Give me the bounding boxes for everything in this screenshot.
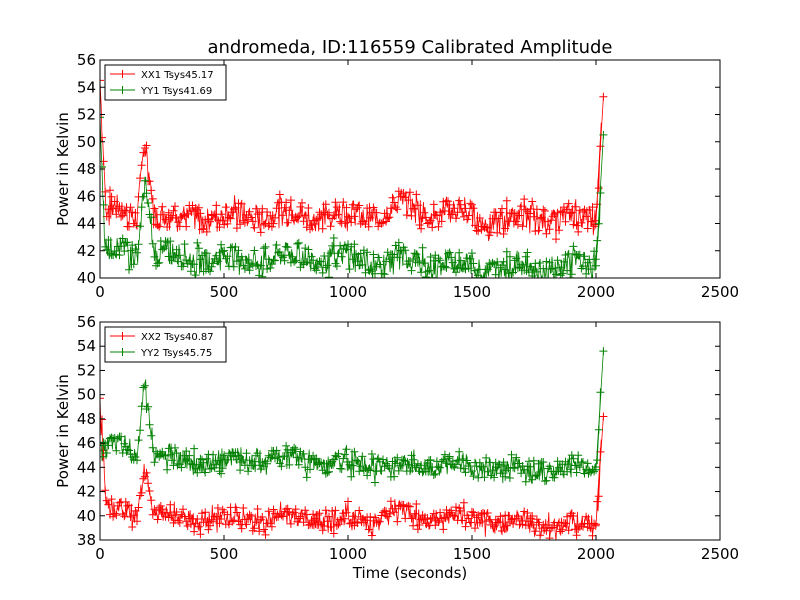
plot-frame xyxy=(99,321,721,541)
legend-box xyxy=(104,326,227,363)
legend-marker xyxy=(118,70,127,78)
x-tick-label: 2500 xyxy=(701,545,739,563)
y-tick-label: 40 xyxy=(77,507,96,525)
legend: XX1 Tsys45.17 YY1 Tsys41.69 xyxy=(104,64,227,101)
legend-label: XX1 Tsys45.17 xyxy=(141,70,214,81)
series-markers xyxy=(100,76,608,244)
y-tick-label: 42 xyxy=(77,242,96,260)
y-tick-label: 46 xyxy=(77,434,96,452)
legend-marker xyxy=(118,332,127,340)
y-axis-label: Power in Kelvin xyxy=(54,374,72,488)
series-markers xyxy=(100,394,608,540)
legend-box xyxy=(104,64,227,101)
y-tick-label: 48 xyxy=(77,160,96,178)
series-line xyxy=(100,117,604,278)
series-markers xyxy=(100,113,608,278)
legend-marker xyxy=(118,348,127,356)
y-tick-label: 54 xyxy=(77,337,96,355)
bottom-plot: 0 500 1000 1500 2000 2500 38 40 42 44 46 48 50 52 54 56… xyxy=(54,313,739,582)
legend-marker xyxy=(118,86,127,94)
y-tick-label: 38 xyxy=(77,531,96,549)
x-tick-label: 1000 xyxy=(329,283,367,301)
series-xx1 xyxy=(100,76,608,244)
y-tick-label: 56 xyxy=(77,313,96,331)
y-tick-label: 42 xyxy=(77,483,96,501)
x-tick-label: 1500 xyxy=(453,283,491,301)
chart-title: andromeda, ID:116559 Calibrated Amplitud… xyxy=(207,37,612,58)
y-tick-label: 54 xyxy=(77,78,96,96)
x-tick-label: 2000 xyxy=(577,283,615,301)
series-yy1 xyxy=(100,113,608,278)
y-tick-label: 52 xyxy=(77,106,96,124)
y-tick-label: 44 xyxy=(77,215,96,233)
x-tick-label: 1500 xyxy=(453,545,491,563)
y-tick-label: 40 xyxy=(77,269,96,287)
x-axis-label: Time (seconds) xyxy=(352,564,468,582)
y-tick-label: 50 xyxy=(77,386,96,404)
y-axis-label: Power in Kelvin xyxy=(54,112,72,226)
legend: XX2 Tsys40.87 YY2 Tsys45.75 xyxy=(104,326,227,363)
x-tick-label: 2000 xyxy=(577,545,615,563)
series-xx2 xyxy=(100,394,608,540)
y-tick-label: 44 xyxy=(77,458,96,476)
legend-label: YY1 Tsys41.69 xyxy=(140,86,212,97)
legend-label: YY2 Tsys45.75 xyxy=(140,348,212,359)
y-tick-label: 46 xyxy=(77,187,96,205)
x-tick-label: 0 xyxy=(95,283,105,301)
x-tick-label: 500 xyxy=(210,545,239,563)
x-tick-label: 0 xyxy=(95,545,105,563)
series-yy2 xyxy=(100,347,608,487)
legend-label: XX2 Tsys40.87 xyxy=(141,332,214,343)
top-plot: 0 500 1000 1500 2000 2500 40 42 44 46 48 50 52 54 56 Po… xyxy=(54,51,739,301)
y-tick-label: 56 xyxy=(77,51,96,69)
x-tick-label: 2500 xyxy=(701,283,739,301)
y-tick-label: 48 xyxy=(77,410,96,428)
y-tick-label: 52 xyxy=(77,361,96,379)
x-tick-label: 1000 xyxy=(329,545,367,563)
y-tick-label: 50 xyxy=(77,133,96,151)
x-tick-label: 500 xyxy=(210,283,239,301)
series-markers xyxy=(100,347,608,487)
